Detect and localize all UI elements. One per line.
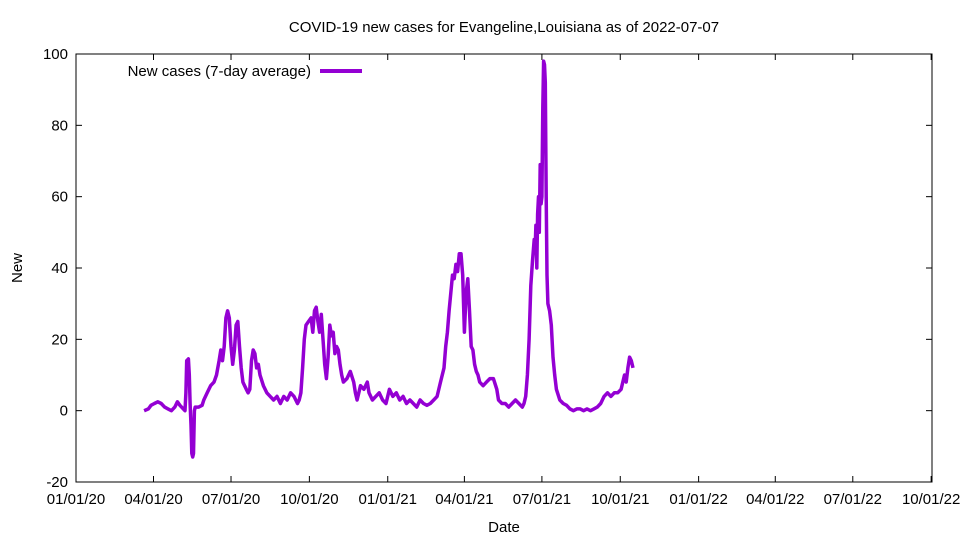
x-tick-label: 04/01/21: [435, 491, 493, 508]
x-tick-label: 07/01/20: [202, 491, 260, 508]
y-tick-label: 0: [60, 403, 68, 420]
x-tick-label: 01/01/20: [47, 491, 105, 508]
y-tick-label: 40: [51, 260, 68, 277]
chart-title: COVID-19 new cases for Evangeline,Louisi…: [289, 19, 719, 36]
legend-label: New cases (7-day average): [128, 63, 311, 80]
x-axis: 01/01/20 04/01/20 07/01/20 10/01/20 01/01/21…: [47, 54, 960, 508]
y-tick-label: 20: [51, 331, 68, 348]
x-tick-label: 01/01/22: [669, 491, 727, 508]
x-tick-label: 01/01/21: [359, 491, 417, 508]
y-tick-label: -20: [46, 474, 68, 491]
x-tick-label: 07/01/22: [824, 491, 882, 508]
x-axis-label: Date: [488, 519, 520, 536]
y-axis: -20 0 20 40 60 80 100: [43, 46, 932, 491]
x-tick-label: 10/01/21: [591, 491, 649, 508]
legend: New cases (7-day average): [128, 63, 362, 80]
y-tick-label: 60: [51, 189, 68, 206]
y-tick-label: 100: [43, 46, 68, 63]
x-tick-label: 10/01/20: [280, 491, 338, 508]
series-line: [143, 59, 635, 459]
x-tick-label: 04/01/20: [124, 491, 182, 508]
x-tick-label: 04/01/22: [746, 491, 804, 508]
x-tick-label: 10/01/22: [902, 491, 960, 508]
plot-frame: [75, 53, 933, 483]
x-tick-label: 07/01/21: [513, 491, 571, 508]
y-tick-label: 80: [51, 117, 68, 134]
y-axis-label: New: [9, 253, 26, 283]
series-layer: [143, 59, 635, 459]
